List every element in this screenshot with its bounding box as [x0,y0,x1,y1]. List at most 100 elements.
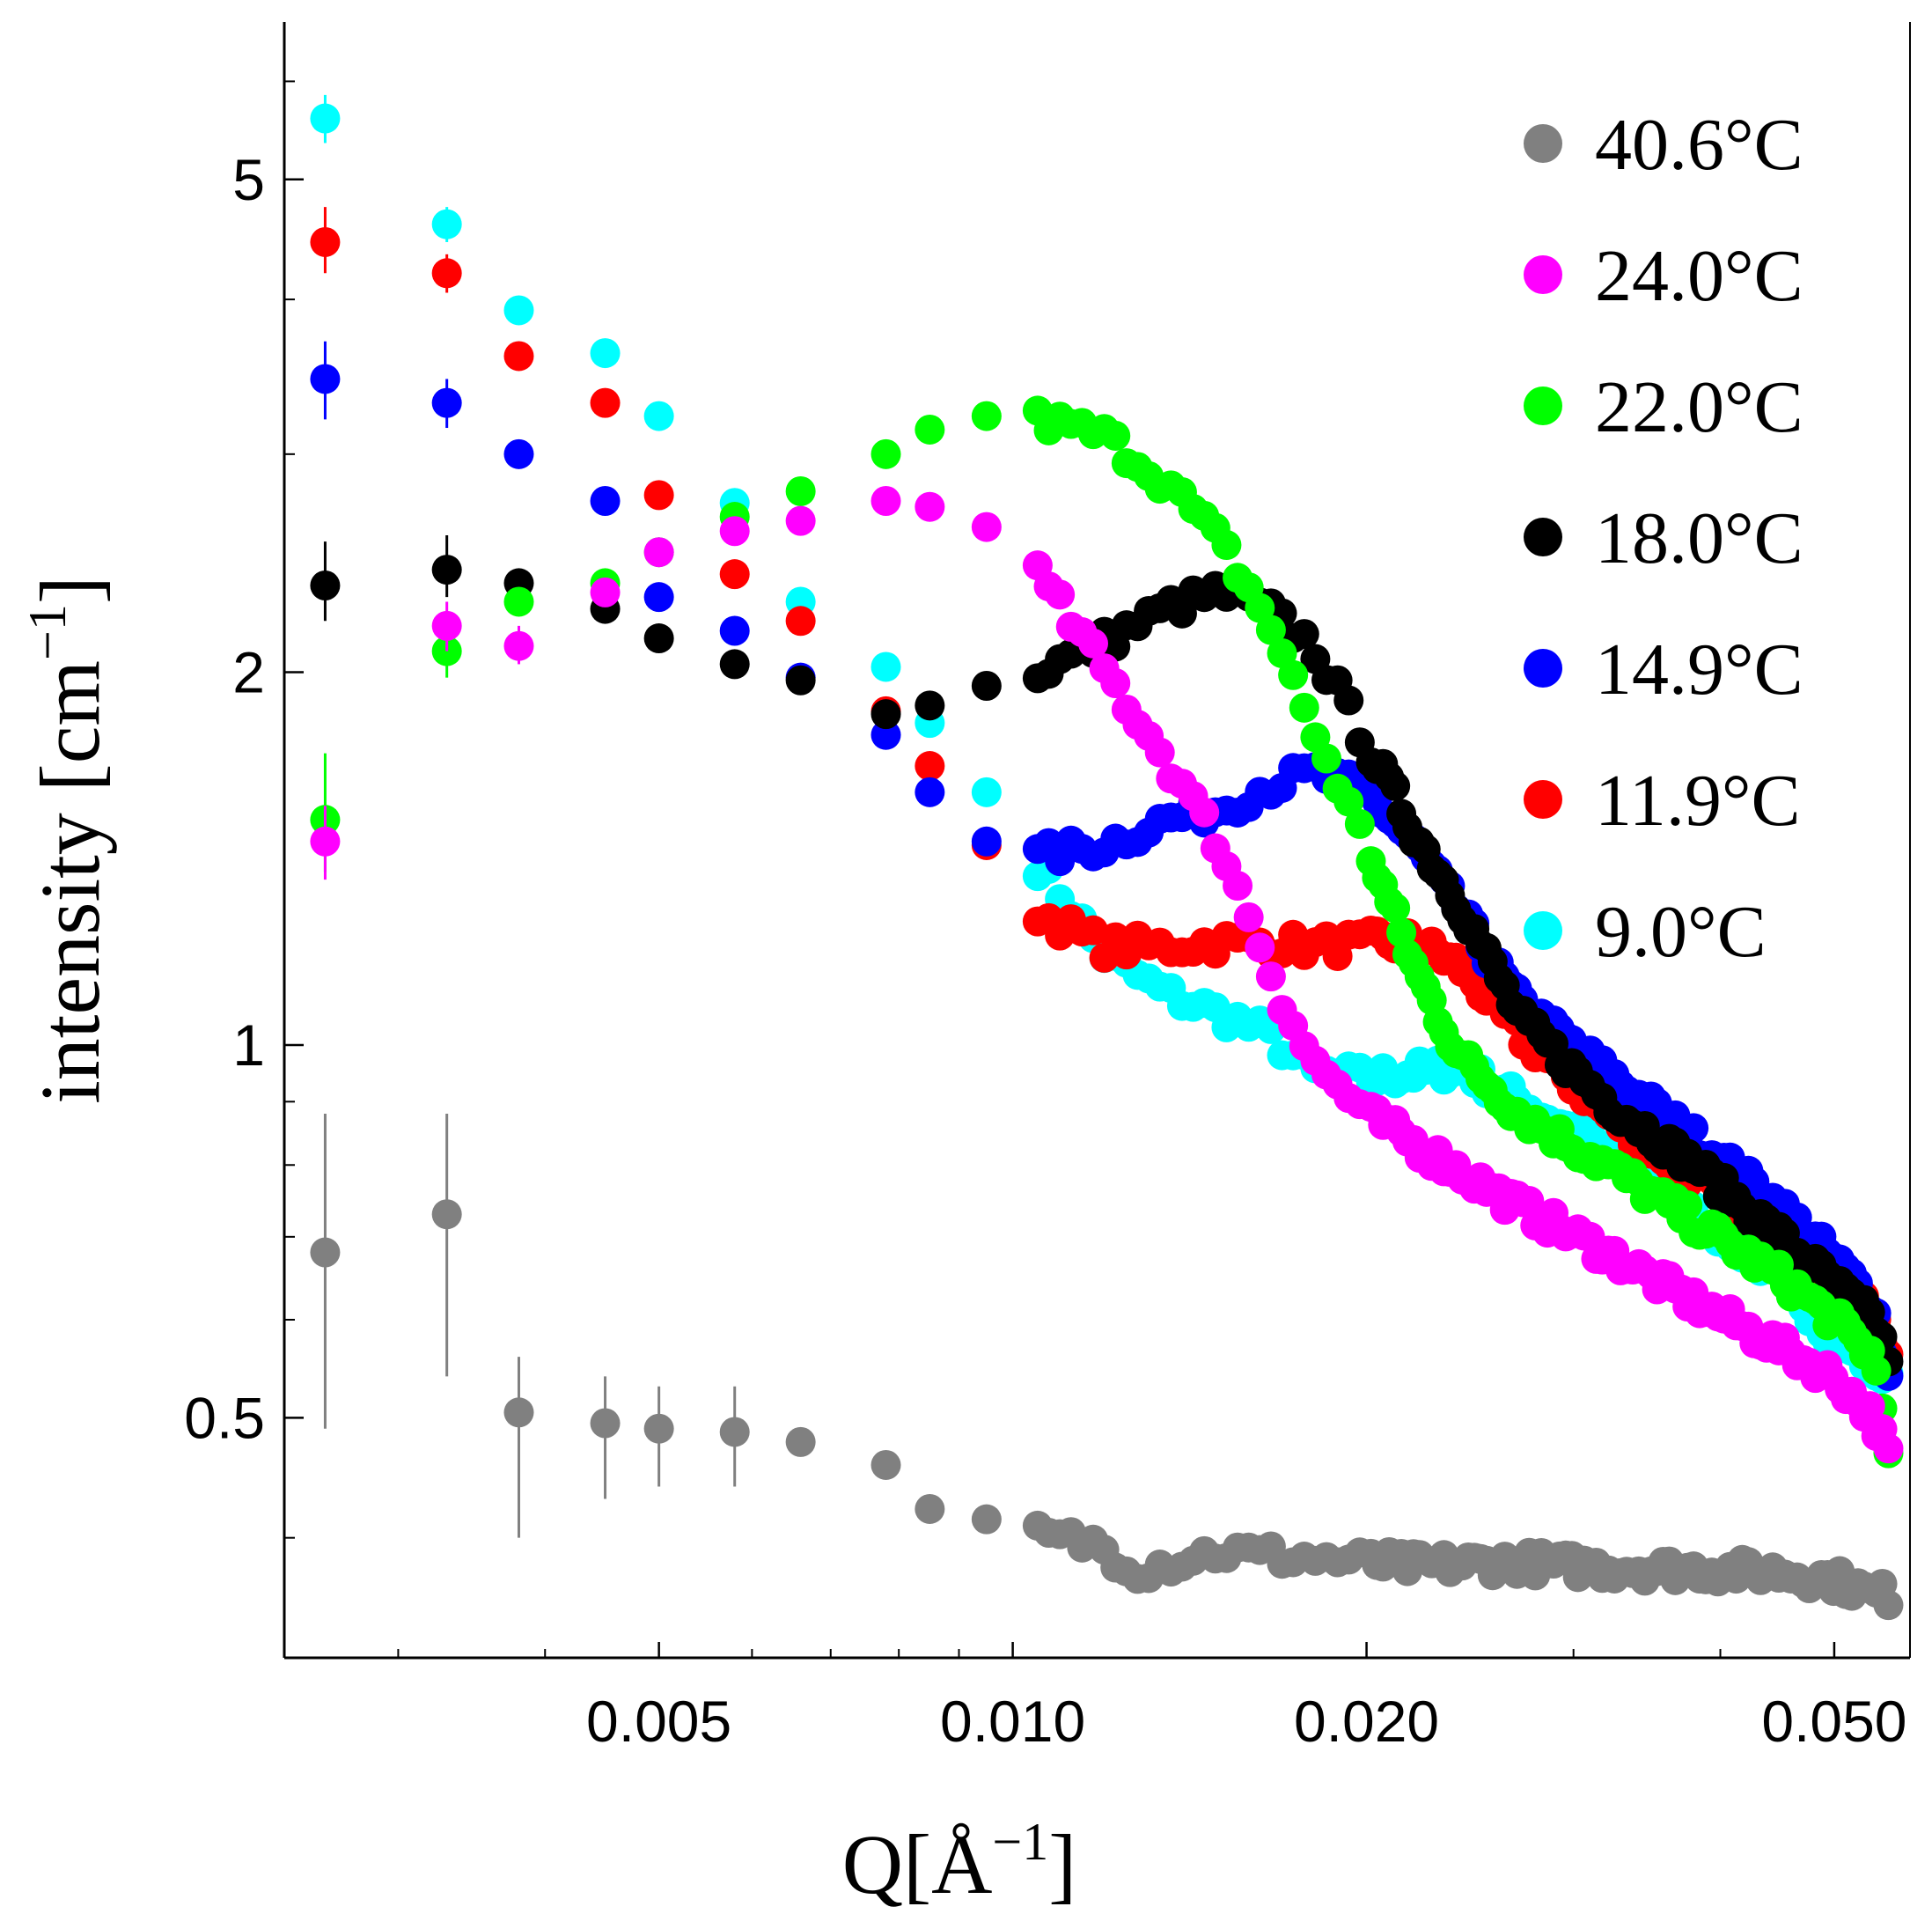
data-point [310,826,341,857]
data-point [590,577,621,607]
data-point [971,1504,1002,1535]
legend-label: 22.0°C [1595,366,1803,448]
data-point [719,516,750,547]
data-point [915,491,945,522]
legend-label: 14.9°C [1595,629,1803,710]
legend-marker [1524,255,1562,294]
data-point [785,665,816,696]
x-axis-title: Q[Å−1] [842,1813,1076,1911]
data-point [1278,659,1309,690]
data-point [1333,685,1364,716]
data-point [1380,770,1411,801]
data-point [1077,628,1108,659]
data-point [1289,619,1319,650]
data-point [643,401,674,431]
data-point [431,555,462,585]
data-point [971,512,1002,542]
series-1 [310,485,1904,1464]
data-point [785,606,816,637]
data-point [643,582,674,613]
data-point [590,1408,621,1439]
data-point [503,630,534,661]
data-point [1861,1355,1892,1386]
x-tick-label: 0.050 [1761,1689,1906,1754]
y-axis-title-main: intensity [cm [23,660,117,1104]
y-ticks: 0.5 1 2 5 [184,80,304,1539]
data-point [785,1426,816,1457]
data-point [1672,1190,1703,1221]
legend-label: 11.9°C [1595,760,1801,842]
data-point [1245,932,1275,963]
y-tick-label: 2 [232,640,265,705]
data-point [1211,530,1242,561]
data-point [1255,615,1286,645]
data-point [871,1449,901,1480]
data-points [310,94,1904,1621]
x-axis-title-close: ] [1048,1817,1076,1911]
data-point [1255,961,1286,992]
data-point [431,610,462,641]
data-point [431,1199,462,1230]
data-point [871,719,901,750]
legend: 40.6°C 24.0°C 22.0°C 18.0°C 14.9°C 11.9°C 9.0°… [1524,104,1803,973]
legend-label: 24.0°C [1595,235,1803,317]
data-point [1514,1186,1545,1217]
series-2 [310,395,1904,1469]
series-0 [310,1114,1904,1621]
y-tick-label: 5 [232,147,265,212]
data-point [310,1237,341,1268]
data-point [871,699,901,730]
x-tick-label: 0.020 [1294,1689,1439,1754]
data-point [431,209,462,239]
data-point [590,485,621,516]
x-tick-label: 0.010 [940,1689,1085,1754]
data-point [590,338,621,369]
data-point [871,651,901,682]
y-axis-title-sup: −1 [18,604,77,660]
data-point [1100,668,1131,699]
data-point [310,571,341,601]
data-point [590,387,621,418]
data-point [1045,579,1076,610]
x-ticks: 0.005 0.010 0.020 0.050 [397,1642,1907,1754]
y-tick-label: 1 [232,1012,265,1078]
data-point [1144,737,1175,768]
data-point [1100,420,1131,451]
y-axis-title-close: ] [23,576,117,604]
data-point [1855,1391,1885,1422]
data-point [871,485,901,516]
data-point [643,623,674,654]
data-point [1873,1590,1904,1621]
data-point [1344,808,1375,839]
data-point [1233,902,1264,932]
data-point [1311,743,1342,774]
data-point [785,475,816,506]
data-point [503,295,534,326]
data-point [915,751,945,782]
data-point [643,1413,674,1444]
y-tick-label: 0.5 [184,1385,265,1450]
data-point [431,258,462,289]
data-point [1166,598,1197,629]
data-point [503,341,534,372]
legend-marker [1524,518,1562,556]
legend-label: 9.0°C [1595,891,1767,973]
data-point [915,1493,945,1524]
data-point [503,1397,534,1428]
data-point [971,670,1002,701]
data-point [431,387,462,418]
x-axis-title-main: Q[Å [842,1817,993,1911]
x-tick-label: 0.005 [586,1689,731,1754]
data-point [915,777,945,807]
data-point [503,586,534,617]
data-point [503,438,534,469]
data-point [1380,893,1411,924]
x-axis-title-sup: −1 [992,1813,1048,1871]
data-point [915,690,945,721]
data-point [1333,786,1364,817]
legend-marker [1524,911,1562,950]
legend-marker [1524,124,1562,163]
data-point [643,480,674,511]
data-point [871,438,901,469]
